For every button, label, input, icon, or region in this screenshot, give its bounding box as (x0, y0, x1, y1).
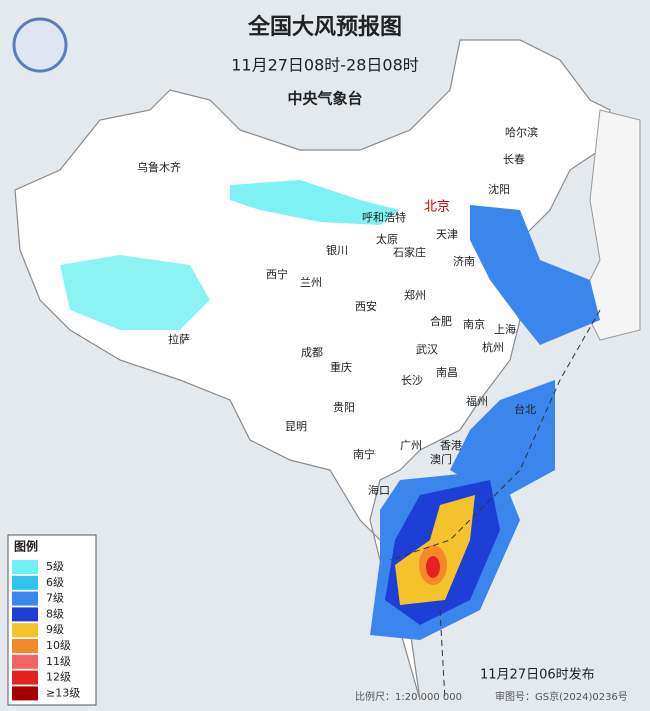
agency: 中央气象台 (287, 90, 362, 108)
city-label: 石家庄 (393, 245, 426, 259)
city-label: 上海 (494, 322, 516, 336)
legend-swatch (12, 686, 38, 701)
land (14, 39, 611, 701)
city-label: 银川 (326, 243, 348, 257)
city-label: 南宁 (353, 447, 375, 461)
city-label: 哈尔滨 (505, 125, 538, 139)
city-label: 重庆 (330, 360, 352, 374)
city-label: 兰州 (300, 276, 322, 289)
legend-swatch (12, 591, 38, 606)
wind-area-7 (470, 205, 600, 345)
title: 全国大风预报图 (247, 14, 402, 40)
city-label: 合肥 (430, 314, 452, 328)
city-labels: 北京 哈尔滨 长春 沈阳 乌鲁木齐 呼和浩特 天津 太原 石家庄 银川 济南 西… (137, 125, 538, 497)
city-label: 西宁 (266, 267, 288, 281)
wind-area-5 (60, 255, 210, 330)
legend-label: 9级 (46, 623, 64, 636)
legend-swatch (12, 670, 38, 685)
legend-label: 8级 (46, 607, 64, 620)
city-label: 乌鲁木齐 (137, 160, 181, 174)
subtitle: 11月27日08时-28日08时 (231, 56, 419, 75)
city-label: 香港 (440, 439, 462, 452)
legend-label: 5级 (46, 560, 64, 573)
city-label: 北京 (424, 200, 450, 215)
city-label: 昆明 (285, 420, 307, 433)
boundary (389, 309, 601, 701)
legend-swatch (12, 575, 38, 590)
legend-swatch (12, 639, 38, 653)
logo (12, 17, 68, 73)
city-label: 长沙 (401, 374, 423, 387)
legend-label: 12级 (46, 671, 71, 684)
legend-swatch (12, 607, 38, 622)
city-label: 西安 (355, 299, 377, 313)
legend-swatch (12, 623, 38, 638)
city-label: 沈阳 (488, 182, 510, 196)
legend-label: 11级 (46, 655, 71, 668)
city-label: 台北 (514, 402, 536, 416)
wind-area-5 (230, 180, 400, 225)
wind-area-7 (450, 380, 555, 500)
city-label: 成都 (301, 346, 323, 359)
city-label: 南京 (463, 317, 485, 331)
review-number: 审图号：GS京(2024)0236号 (495, 690, 628, 703)
legend-swatch (12, 654, 38, 669)
city-label: 杭州 (482, 340, 504, 354)
city-label: 太原 (376, 233, 398, 246)
city-label: 福州 (466, 394, 488, 408)
legend-label: 6级 (46, 576, 64, 589)
city-label: 长春 (503, 153, 525, 166)
city-label: 海口 (368, 483, 390, 497)
city-label: 拉萨 (168, 332, 190, 346)
city-label: 澳门 (430, 452, 452, 466)
city-label: 呼和浩特 (362, 210, 406, 224)
city-label: 南昌 (436, 366, 458, 379)
city-label: 武汉 (416, 343, 438, 356)
city-label: 郑州 (404, 288, 426, 302)
legend-label: 10级 (46, 639, 71, 652)
wind-area-12 (426, 556, 440, 578)
legend: 图例 5级 6级 7级 8级 9级 10级 11级 12级 ≥13级 (7, 534, 97, 706)
city-label: 贵阳 (333, 401, 355, 414)
legend-label: 7级 (46, 592, 64, 605)
city-label: 广州 (400, 439, 422, 452)
issued: 11月27日06时发布 (480, 667, 595, 683)
city-label: 济南 (453, 254, 475, 268)
city-label: 天津 (436, 228, 458, 241)
legend-label: ≥13级 (46, 686, 80, 699)
scale: 比例尺：1:20 000 000 (355, 690, 462, 703)
legend-title: 图例 (14, 539, 38, 554)
legend-swatch (12, 560, 38, 574)
